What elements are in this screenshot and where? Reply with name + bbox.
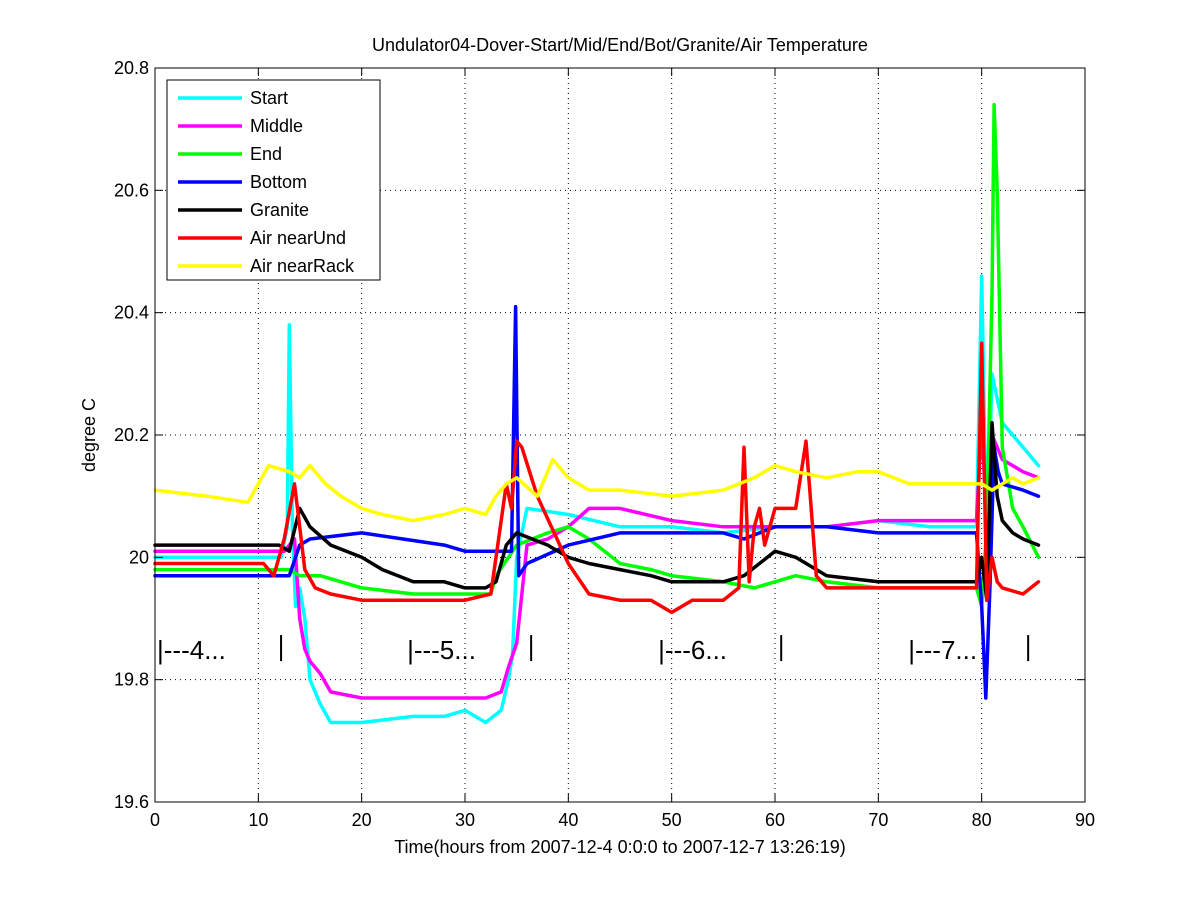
y-axis-label: degree C bbox=[79, 398, 99, 472]
series-line-end bbox=[153, 102, 1041, 609]
x-tick-label: 30 bbox=[455, 810, 475, 830]
series-line-air-nearrack bbox=[153, 457, 1041, 523]
x-tick-label: 60 bbox=[765, 810, 785, 830]
y-tick-label: 19.8 bbox=[114, 670, 149, 690]
x-tick-label: 90 bbox=[1075, 810, 1095, 830]
x-tick-label: 70 bbox=[868, 810, 888, 830]
legend-label: End bbox=[250, 144, 282, 164]
legend-label: Air nearUnd bbox=[250, 228, 346, 248]
series-line-air-nearund bbox=[153, 341, 1041, 615]
day-marker-label: |---6... bbox=[658, 635, 727, 665]
legend-label: Granite bbox=[250, 200, 309, 220]
y-tick-label: 20.2 bbox=[114, 425, 149, 445]
x-tick-label: 0 bbox=[150, 810, 160, 830]
day-marker-label: |---4... bbox=[157, 635, 226, 665]
y-tick-label: 20 bbox=[129, 547, 149, 567]
day-marker-label: |---7... bbox=[908, 635, 977, 665]
x-tick-label: 80 bbox=[972, 810, 992, 830]
axis-ticks: 0 10 20 30 40 50 60 70 80 90 19.6 19.8 20 20.2 20.4 20.… bbox=[114, 58, 1095, 830]
x-tick-label: 40 bbox=[558, 810, 578, 830]
x-tick-label: 50 bbox=[662, 810, 682, 830]
x-axis-label: Time(hours from 2007-12-4 0:0:0 to 2007-… bbox=[394, 837, 846, 857]
x-tick-label: 20 bbox=[352, 810, 372, 830]
legend-label: Start bbox=[250, 88, 288, 108]
y-tick-label: 19.6 bbox=[114, 792, 149, 812]
day-marker-label: |---5... bbox=[407, 635, 476, 665]
y-tick-label: 20.8 bbox=[114, 58, 149, 78]
legend: Start Middle End Bottom Granite Air nearUnd Ai… bbox=[166, 79, 381, 281]
legend-label: Air nearRack bbox=[250, 256, 355, 276]
x-tick-label: 10 bbox=[248, 810, 268, 830]
legend-label: Bottom bbox=[250, 172, 307, 192]
legend-label: Middle bbox=[250, 116, 303, 136]
chart-title: Undulator04-Dover-Start/Mid/End/Bot/Gran… bbox=[372, 35, 868, 55]
legend-box bbox=[166, 79, 381, 281]
series-line-bottom bbox=[153, 304, 1041, 700]
series-lines bbox=[153, 102, 1041, 725]
y-tick-label: 20.4 bbox=[114, 303, 149, 323]
y-tick-label: 20.6 bbox=[114, 180, 149, 200]
day-markers: |---4... |---5... |---6... |---7... bbox=[157, 635, 1030, 665]
